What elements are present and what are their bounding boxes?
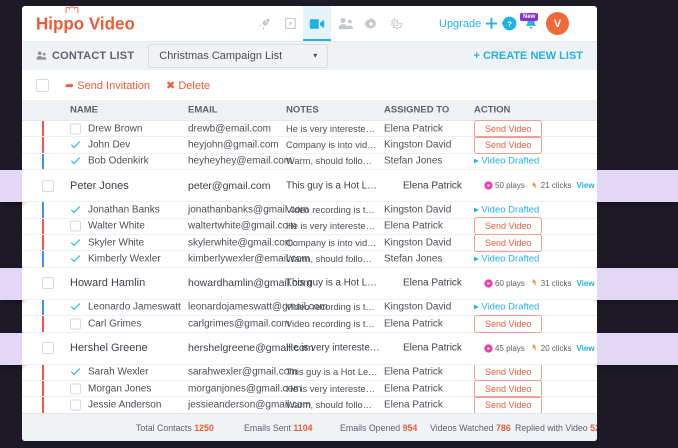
svg-text:?: ? xyxy=(507,19,512,28)
